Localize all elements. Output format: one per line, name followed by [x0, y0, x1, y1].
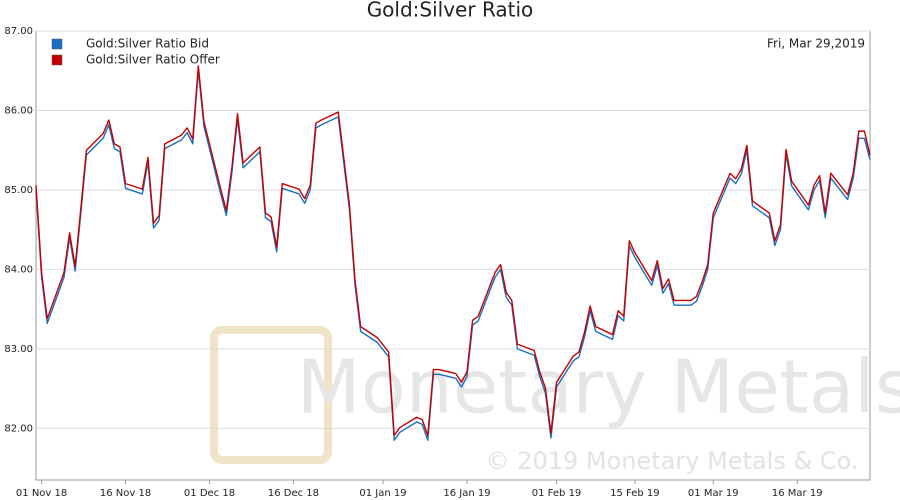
x-tick-label: 16 Mar 19	[772, 488, 823, 499]
x-tick-label: 16 Jan 19	[443, 488, 490, 499]
watermark-logo	[210, 326, 332, 464]
x-tick-label: 16 Dec 18	[268, 488, 319, 499]
x-tick-label: 01 Nov 18	[16, 488, 67, 499]
copyright: © 2019 Monetary Metals & Co.	[486, 447, 859, 475]
x-tick-label: 01 Mar 19	[688, 488, 739, 499]
legend-label: Gold:Silver Ratio Bid	[86, 37, 209, 51]
x-tick-label: 01 Feb 19	[532, 488, 582, 499]
watermark: Monetary Metals	[297, 345, 900, 431]
x-tick-label: 15 Feb 19	[610, 488, 660, 499]
y-tick-label: 87.00	[4, 26, 33, 37]
x-tick-label: 01 Jan 19	[359, 488, 406, 499]
series-line	[35, 65, 871, 437]
legend-label: Gold:Silver Ratio Offer	[86, 53, 220, 67]
x-tick-label: 16 Nov 18	[100, 488, 151, 499]
y-tick-label: 82.00	[4, 423, 33, 434]
y-tick-label: 85.00	[4, 185, 33, 196]
legend-swatch	[51, 38, 63, 50]
chart-title: Gold:Silver Ratio	[367, 0, 534, 22]
x-tick-label: 01 Dec 18	[184, 488, 235, 499]
y-tick-label: 83.00	[4, 344, 33, 355]
date-annotation: Fri, Mar 29,2019	[767, 37, 865, 51]
legend-swatch	[51, 54, 63, 66]
series-line	[35, 70, 871, 441]
y-tick-label: 84.00	[4, 264, 33, 275]
y-tick-label: 86.00	[4, 105, 33, 116]
